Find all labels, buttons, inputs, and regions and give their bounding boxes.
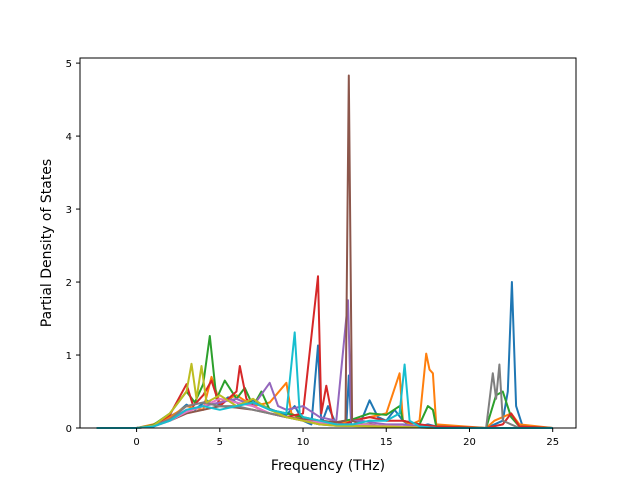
x-tick-label: 20 bbox=[463, 437, 476, 448]
series-line-10 bbox=[96, 331, 553, 429]
x-tick-label: 10 bbox=[297, 437, 310, 448]
y-axis-label: Partial Density of States bbox=[39, 159, 55, 327]
plot-area bbox=[80, 58, 576, 428]
x-axis-label: Frequency (THz) bbox=[271, 458, 385, 474]
y-tick-label: 3 bbox=[66, 205, 72, 216]
x-tick-label: 25 bbox=[546, 437, 559, 448]
series-layer bbox=[96, 74, 553, 429]
y-tick-label: 0 bbox=[66, 424, 72, 435]
axes-frame bbox=[79, 57, 577, 429]
y-tick-label: 1 bbox=[66, 351, 72, 362]
y-ticks: 0 1 2 3 4 5 bbox=[66, 59, 80, 435]
y-tick-label: 2 bbox=[66, 278, 72, 289]
x-tick-label: 0 bbox=[133, 437, 139, 448]
y-tick-label: 5 bbox=[66, 59, 72, 70]
x-tick-label: 5 bbox=[217, 437, 223, 448]
x-ticks: 0 5 10 15 20 25 bbox=[133, 428, 559, 448]
x-tick-label: 15 bbox=[380, 437, 393, 448]
y-tick-label: 4 bbox=[66, 132, 72, 143]
series-line-9 bbox=[96, 362, 553, 429]
